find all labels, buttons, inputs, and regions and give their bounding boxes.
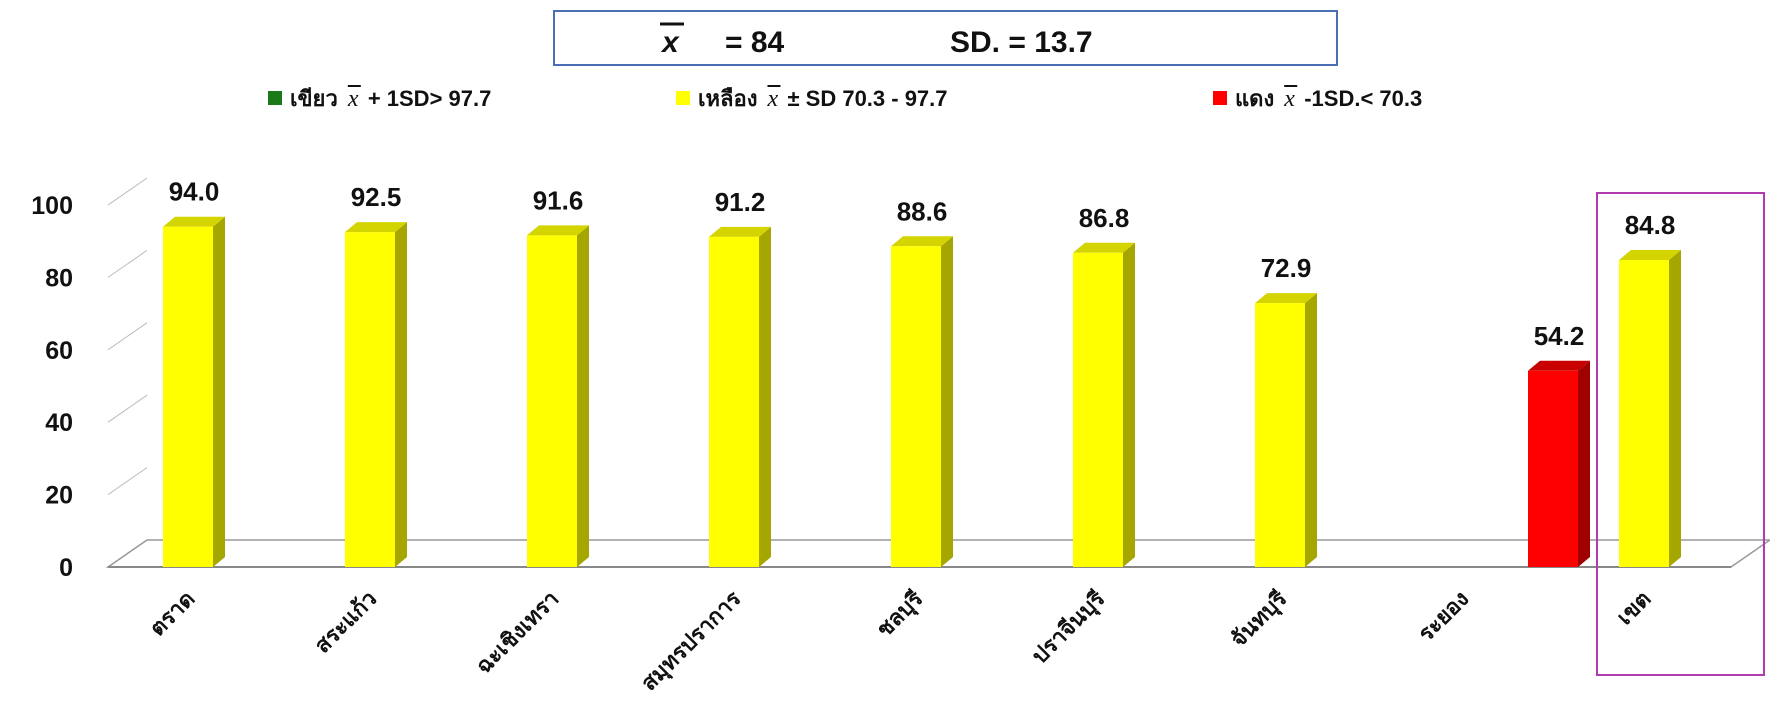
bar-side <box>1578 360 1590 567</box>
x-tick-label: ระยอง <box>1414 587 1474 647</box>
x-tick-label: สระแก้ว <box>310 587 382 659</box>
legend-range: + 1SD> 97.7 <box>368 86 492 111</box>
y-tick-mark <box>107 177 148 206</box>
legend-mean-symbol: x <box>347 86 359 112</box>
legend-mean-symbol: x <box>1283 86 1295 112</box>
bar-front <box>709 236 759 567</box>
x-tick-label: ฉะเชิงเทรา <box>471 587 564 680</box>
mean-symbol: x <box>660 26 680 59</box>
x-tick-label: สมุทรปราการ <box>637 586 747 696</box>
bar-front <box>1528 370 1578 567</box>
legend-item: เหลือง x ± SD 70.3 - 97.7 <box>676 85 948 112</box>
y-tick-label: 100 <box>31 192 73 220</box>
legend-label: แดง <box>1235 86 1274 111</box>
x-tick-label: จันทบุรี <box>1226 586 1293 653</box>
legend-label: เหลือง <box>698 86 757 111</box>
bar-side <box>1123 242 1135 567</box>
x-tick-label: เขต <box>1613 587 1657 631</box>
data-label: 92.5 <box>351 182 402 212</box>
legend-range: ± SD 70.3 - 97.7 <box>787 86 947 111</box>
legend-range: -1SD.< 70.3 <box>1304 86 1422 111</box>
bar-side <box>941 236 953 567</box>
statistics-header: x = 84 SD. = 13.7 <box>660 22 1093 59</box>
bars: 94.0 92.5 91.6 91.2 88.6 86.8 72.9 54.2 84.8 <box>163 177 1681 568</box>
data-label: 86.8 <box>1079 203 1130 233</box>
data-label: 91.6 <box>533 185 584 215</box>
data-label: 72.9 <box>1261 253 1312 283</box>
bar-front <box>1619 260 1669 567</box>
y-tick-label: 60 <box>45 337 73 365</box>
bar: 84.8 <box>1619 210 1681 568</box>
bar: 92.5 <box>345 182 407 567</box>
legend-swatch <box>676 91 690 105</box>
bar-top <box>527 225 589 236</box>
bar: 94.0 <box>163 177 225 567</box>
bar-side <box>395 222 407 567</box>
bar-side <box>759 226 771 567</box>
y-tick-mark <box>107 322 148 351</box>
x-tick-label: ตราด <box>145 587 200 642</box>
bar-side <box>213 216 225 567</box>
bar: 54.2 <box>1528 321 1590 567</box>
bar-front <box>345 232 395 567</box>
y-axis: 0 20 40 60 80 100 <box>31 177 148 582</box>
x-axis-labels: ตราด สระแก้ว ฉะเชิงเทรา สมุทรปราการ ชลบุรี ปร… <box>145 586 1656 696</box>
legend-item: แดง x -1SD.< 70.3 <box>1213 85 1422 112</box>
bar: 72.9 <box>1255 253 1317 567</box>
sd-value: SD. = 13.7 <box>950 26 1093 59</box>
mean-value: = 84 <box>725 26 785 59</box>
bar-front <box>1255 303 1305 567</box>
bar-front <box>1073 252 1123 567</box>
bar-side <box>1305 293 1317 567</box>
bar-side <box>577 225 589 567</box>
bar-front <box>891 246 941 567</box>
bar-top <box>709 226 771 237</box>
y-tick-label: 0 <box>59 554 73 582</box>
bar-front <box>163 226 213 567</box>
data-label: 91.2 <box>715 187 766 217</box>
y-tick-mark <box>107 467 148 496</box>
legend-label: เขียว <box>290 86 338 111</box>
bar-top <box>1073 242 1135 253</box>
bar: 88.6 <box>891 196 953 567</box>
data-label: 84.8 <box>1625 210 1676 240</box>
bar-top <box>891 236 953 247</box>
legend-mean-symbol: x <box>766 86 778 112</box>
legend-item: เขียว x + 1SD> 97.7 <box>268 85 492 112</box>
y-tick-label: 40 <box>45 409 73 437</box>
x-tick-label: ปราจีนบุรี <box>1028 586 1111 669</box>
bar: 91.2 <box>709 187 771 567</box>
x-tick-label: ชลบุรี <box>872 586 929 643</box>
bar-top <box>163 216 225 227</box>
legend-swatch <box>1213 91 1227 105</box>
data-label: 94.0 <box>169 177 220 207</box>
y-tick-label: 80 <box>45 264 73 292</box>
data-label: 88.6 <box>897 196 948 226</box>
y-tick-mark <box>107 249 148 278</box>
y-tick-mark <box>107 394 148 423</box>
bar-side <box>1669 250 1681 568</box>
bar-top <box>1255 293 1317 304</box>
bar-top <box>345 222 407 233</box>
y-tick-label: 20 <box>45 482 73 510</box>
legend: เขียว x + 1SD> 97.7 เหลือง x ± SD 70.3 - 97.7… <box>268 85 1422 112</box>
bar: 91.6 <box>527 185 589 567</box>
data-label: 54.2 <box>1534 321 1585 351</box>
statistics-box <box>553 10 1338 66</box>
highlight-box <box>1596 192 1765 676</box>
bar-top <box>1528 360 1590 371</box>
bar: 86.8 <box>1073 203 1135 567</box>
bar-front <box>527 235 577 567</box>
bar-top <box>1619 250 1681 261</box>
legend-swatch <box>268 91 282 105</box>
